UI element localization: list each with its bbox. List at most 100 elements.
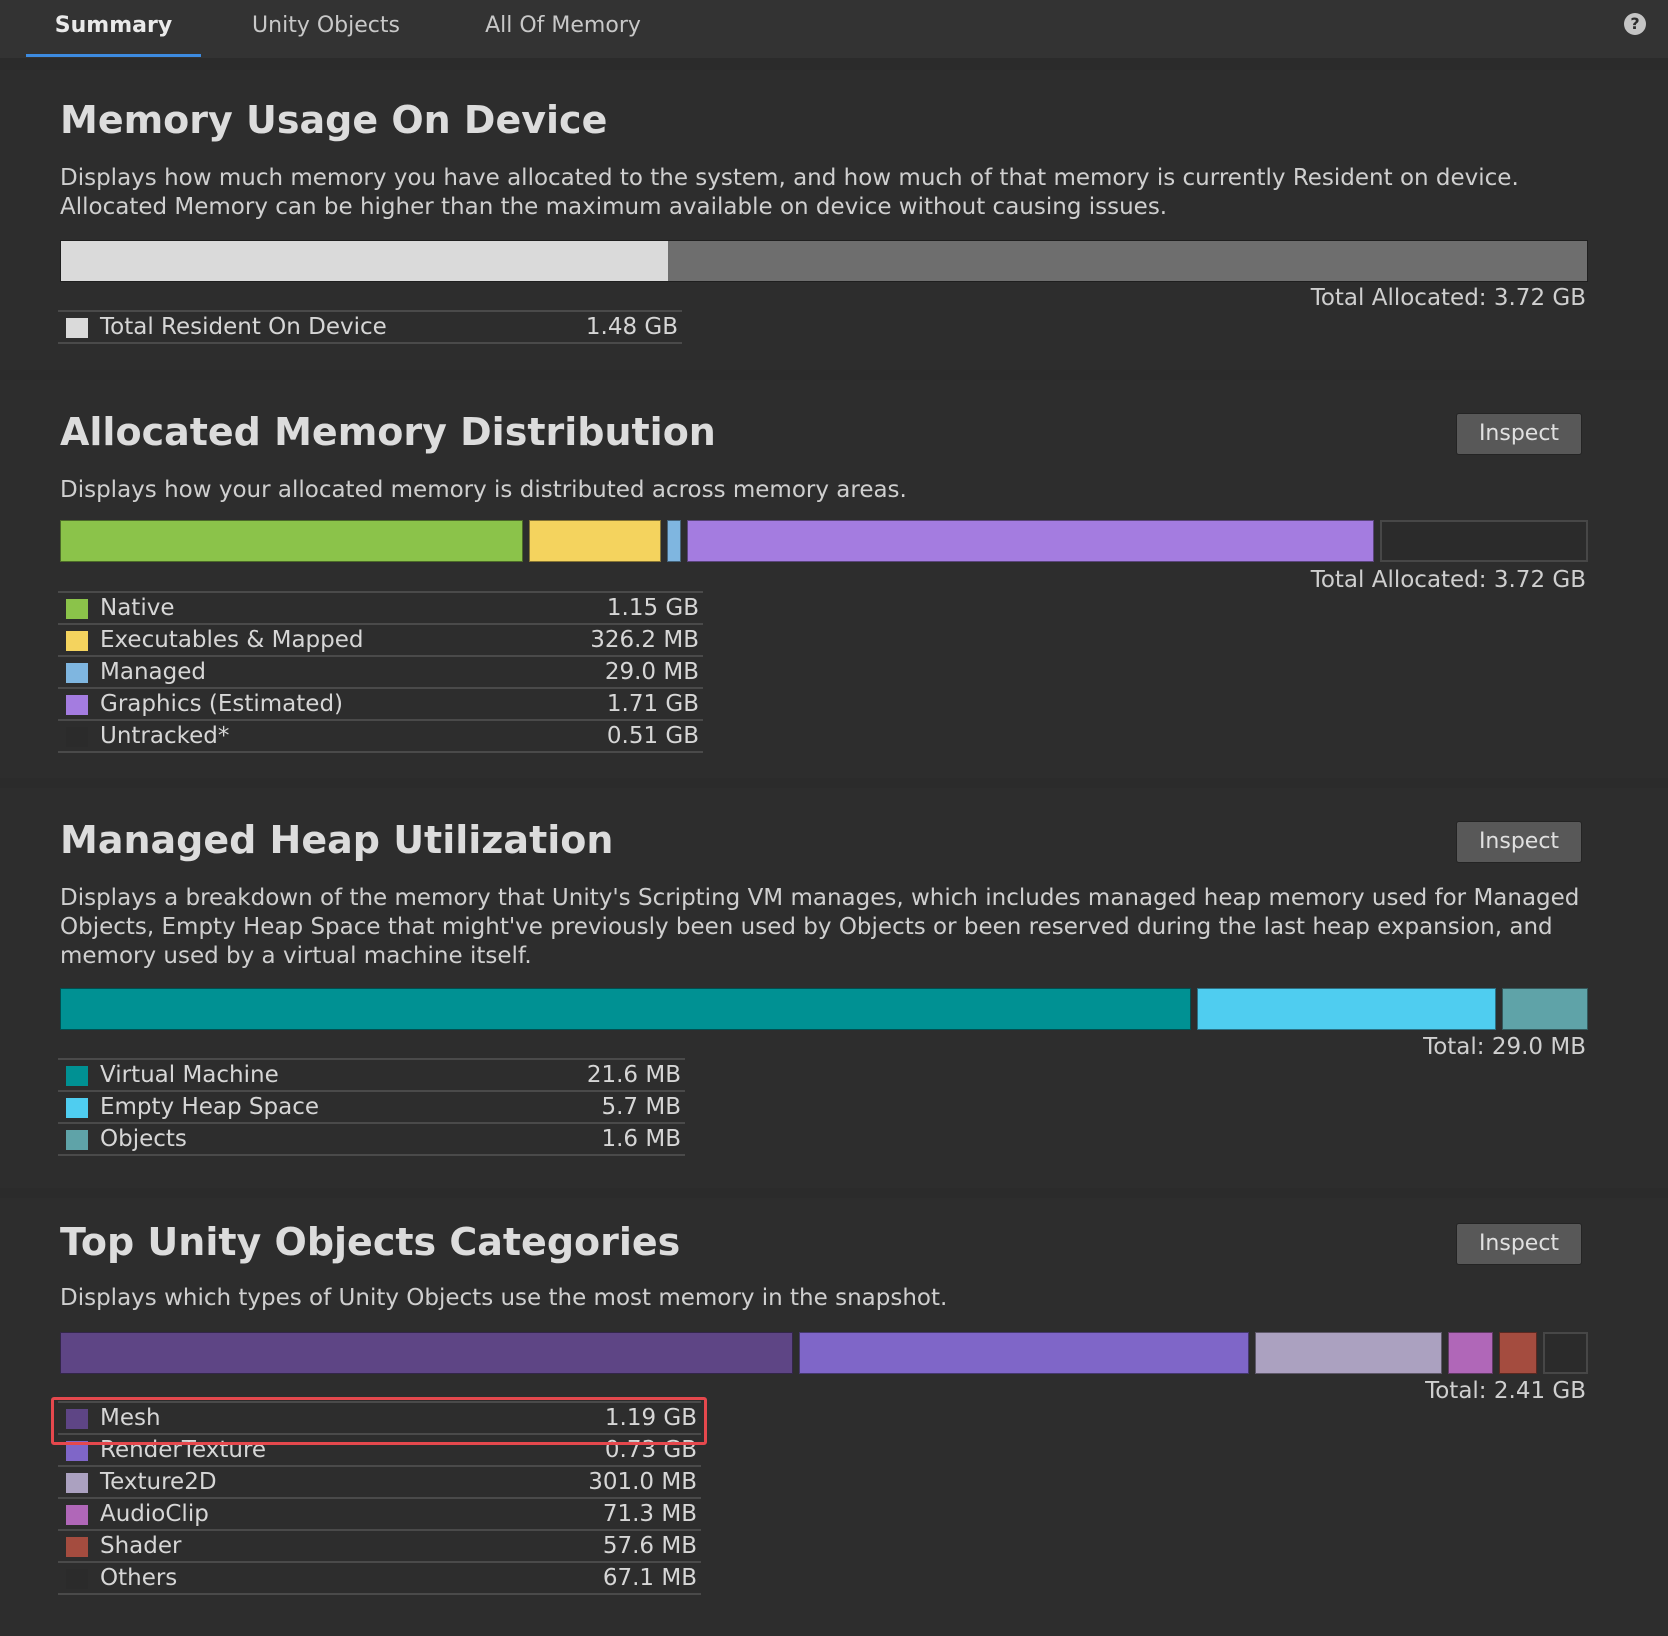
- active-tab-indicator: [26, 54, 201, 57]
- bar-segment-native[interactable]: [60, 520, 523, 562]
- bar-segment-rendertexture[interactable]: [798, 1332, 1249, 1374]
- tab-all-of-memory[interactable]: All Of Memory: [485, 13, 641, 38]
- bar-segment-empty-heap-space[interactable]: [1196, 988, 1497, 1030]
- section-description: Displays how much memory you have alloca…: [60, 165, 1519, 220]
- legend-row-managed[interactable]: Managed 29.0 MB: [58, 657, 703, 689]
- resident-bar-segment[interactable]: [61, 241, 669, 281]
- legend-value: 1.48 GB: [585, 314, 678, 340]
- legend-swatch: [66, 599, 88, 619]
- bar-segment-others[interactable]: [1542, 1332, 1588, 1374]
- bar-segment-virtual-machine[interactable]: [60, 988, 1191, 1030]
- legend-swatch: [66, 1409, 88, 1429]
- legend-row-native[interactable]: Native 1.15 GB: [58, 593, 703, 625]
- legend-label: AudioClip: [100, 1501, 209, 1527]
- inspect-button[interactable]: Inspect: [1456, 413, 1582, 455]
- legend-label: Mesh: [100, 1405, 161, 1431]
- bar-segment-untracked[interactable]: [1379, 520, 1589, 562]
- inspect-button[interactable]: Inspect: [1456, 821, 1582, 863]
- legend-swatch: [66, 1441, 88, 1461]
- legend-row-resident[interactable]: Total Resident On Device 1.48 GB: [58, 312, 682, 344]
- objects-legend: Mesh 1.19 GB RenderTexture 0.73 GB Texture2D…: [58, 1401, 701, 1595]
- heap-legend: Virtual Machine 21.6 MB Empty Heap Space 5.…: [58, 1058, 685, 1156]
- unity-objects-section: Top Unity Objects Categories Inspect Dis…: [0, 1198, 1668, 1636]
- total-allocated-label: Total Allocated: 3.72 GB: [1310, 285, 1586, 311]
- device-memory-bar: [60, 240, 1588, 282]
- legend-row-virtual-machine[interactable]: Virtual Machine 21.6 MB: [58, 1060, 685, 1092]
- legend-value: 1.19 GB: [604, 1405, 697, 1431]
- legend-row-mesh[interactable]: Mesh 1.19 GB: [58, 1403, 701, 1435]
- bar-segment-objects[interactable]: [1502, 988, 1588, 1030]
- legend-label: Virtual Machine: [100, 1062, 279, 1088]
- inspect-button[interactable]: Inspect: [1456, 1223, 1582, 1265]
- bar-segment-audioclip[interactable]: [1447, 1332, 1494, 1374]
- legend-label: Native: [100, 595, 175, 621]
- legend-swatch: [66, 695, 88, 715]
- bar-segment-texture2d[interactable]: [1254, 1332, 1442, 1374]
- legend-value: 301.0 MB: [588, 1469, 697, 1495]
- legend-value: 1.71 GB: [606, 691, 699, 717]
- legend-swatch: [66, 1473, 88, 1493]
- distribution-legend: Native 1.15 GB Executables & Mapped 326.2 M…: [58, 591, 703, 753]
- memory-usage-section: Memory Usage On Device Displays how much…: [0, 70, 1668, 370]
- help-icon[interactable]: ?: [1624, 13, 1646, 35]
- section-title: Top Unity Objects Categories: [60, 1220, 681, 1264]
- legend-swatch: [66, 318, 88, 338]
- legend-swatch: [66, 1066, 88, 1086]
- legend-label: Managed: [100, 659, 206, 685]
- bar-segment-graphics-estimated[interactable]: [686, 520, 1374, 562]
- managed-heap-section: Managed Heap Utilization Inspect Display…: [0, 788, 1668, 1188]
- objects-bar: [60, 1332, 1588, 1374]
- legend-row-shader[interactable]: Shader 57.6 MB: [58, 1531, 701, 1563]
- device-legend: Total Resident On Device 1.48 GB: [58, 310, 682, 344]
- legend-row-audioclip[interactable]: AudioClip 71.3 MB: [58, 1499, 701, 1531]
- legend-value: 326.2 MB: [590, 627, 699, 653]
- legend-value: 29.0 MB: [604, 659, 699, 685]
- heap-bar: [60, 988, 1588, 1030]
- legend-row-empty-heap-space[interactable]: Empty Heap Space 5.7 MB: [58, 1092, 685, 1124]
- legend-value: 0.51 GB: [606, 723, 699, 749]
- bar-segment-managed[interactable]: [667, 520, 681, 562]
- section-title: Managed Heap Utilization: [60, 818, 614, 862]
- legend-value: 71.3 MB: [602, 1501, 697, 1527]
- legend-swatch: [66, 631, 88, 651]
- legend-label: Graphics (Estimated): [100, 691, 344, 717]
- section-description: Displays how your allocated memory is di…: [60, 477, 907, 503]
- tab-summary[interactable]: Summary: [54, 13, 173, 38]
- section-description: Displays which types of Unity Objects us…: [60, 1285, 948, 1311]
- heap-total-label: Total: 29.0 MB: [1423, 1034, 1586, 1060]
- allocated-distribution-section: Allocated Memory Distribution Inspect Di…: [0, 380, 1668, 778]
- legend-swatch: [66, 1537, 88, 1557]
- objects-total-label: Total: 2.41 GB: [1425, 1378, 1586, 1404]
- legend-value: 57.6 MB: [602, 1533, 697, 1559]
- legend-value: 1.15 GB: [606, 595, 699, 621]
- legend-value: 0.73 GB: [604, 1437, 697, 1463]
- bar-segment-executables-mapped[interactable]: [528, 520, 662, 562]
- legend-label: Empty Heap Space: [100, 1094, 320, 1120]
- bar-segment-shader[interactable]: [1499, 1332, 1537, 1374]
- legend-label: Shader: [100, 1533, 182, 1559]
- legend-row-objects[interactable]: Objects 1.6 MB: [58, 1124, 685, 1156]
- legend-row-rendertexture[interactable]: RenderTexture 0.73 GB: [58, 1435, 701, 1467]
- legend-row-graphics-estimated[interactable]: Graphics (Estimated) 1.71 GB: [58, 689, 703, 721]
- legend-label: Objects: [100, 1126, 187, 1152]
- section-description: Displays a breakdown of the memory that …: [60, 885, 1580, 969]
- tab-unity-objects[interactable]: Unity Objects: [252, 13, 400, 38]
- bar-segment-mesh[interactable]: [60, 1332, 793, 1374]
- legend-value: 1.6 MB: [601, 1126, 681, 1152]
- legend-row-untracked[interactable]: Untracked* 0.51 GB: [58, 721, 703, 753]
- legend-row-texture2d[interactable]: Texture2D 301.0 MB: [58, 1467, 701, 1499]
- legend-swatch: [66, 1505, 88, 1525]
- legend-swatch: [66, 1098, 88, 1118]
- legend-row-executables-mapped[interactable]: Executables & Mapped 326.2 MB: [58, 625, 703, 657]
- section-title: Memory Usage On Device: [60, 98, 608, 142]
- section-title: Allocated Memory Distribution: [60, 410, 716, 454]
- legend-value: 21.6 MB: [586, 1062, 681, 1088]
- legend-label: Texture2D: [100, 1469, 217, 1495]
- allocated-bar-segment[interactable]: [668, 241, 1587, 281]
- legend-label: Others: [100, 1565, 178, 1591]
- legend-swatch: [66, 727, 88, 747]
- legend-swatch: [66, 1569, 88, 1589]
- legend-label: Executables & Mapped: [100, 627, 364, 653]
- legend-value: 67.1 MB: [602, 1565, 697, 1591]
- legend-row-others[interactable]: Others 67.1 MB: [58, 1563, 701, 1595]
